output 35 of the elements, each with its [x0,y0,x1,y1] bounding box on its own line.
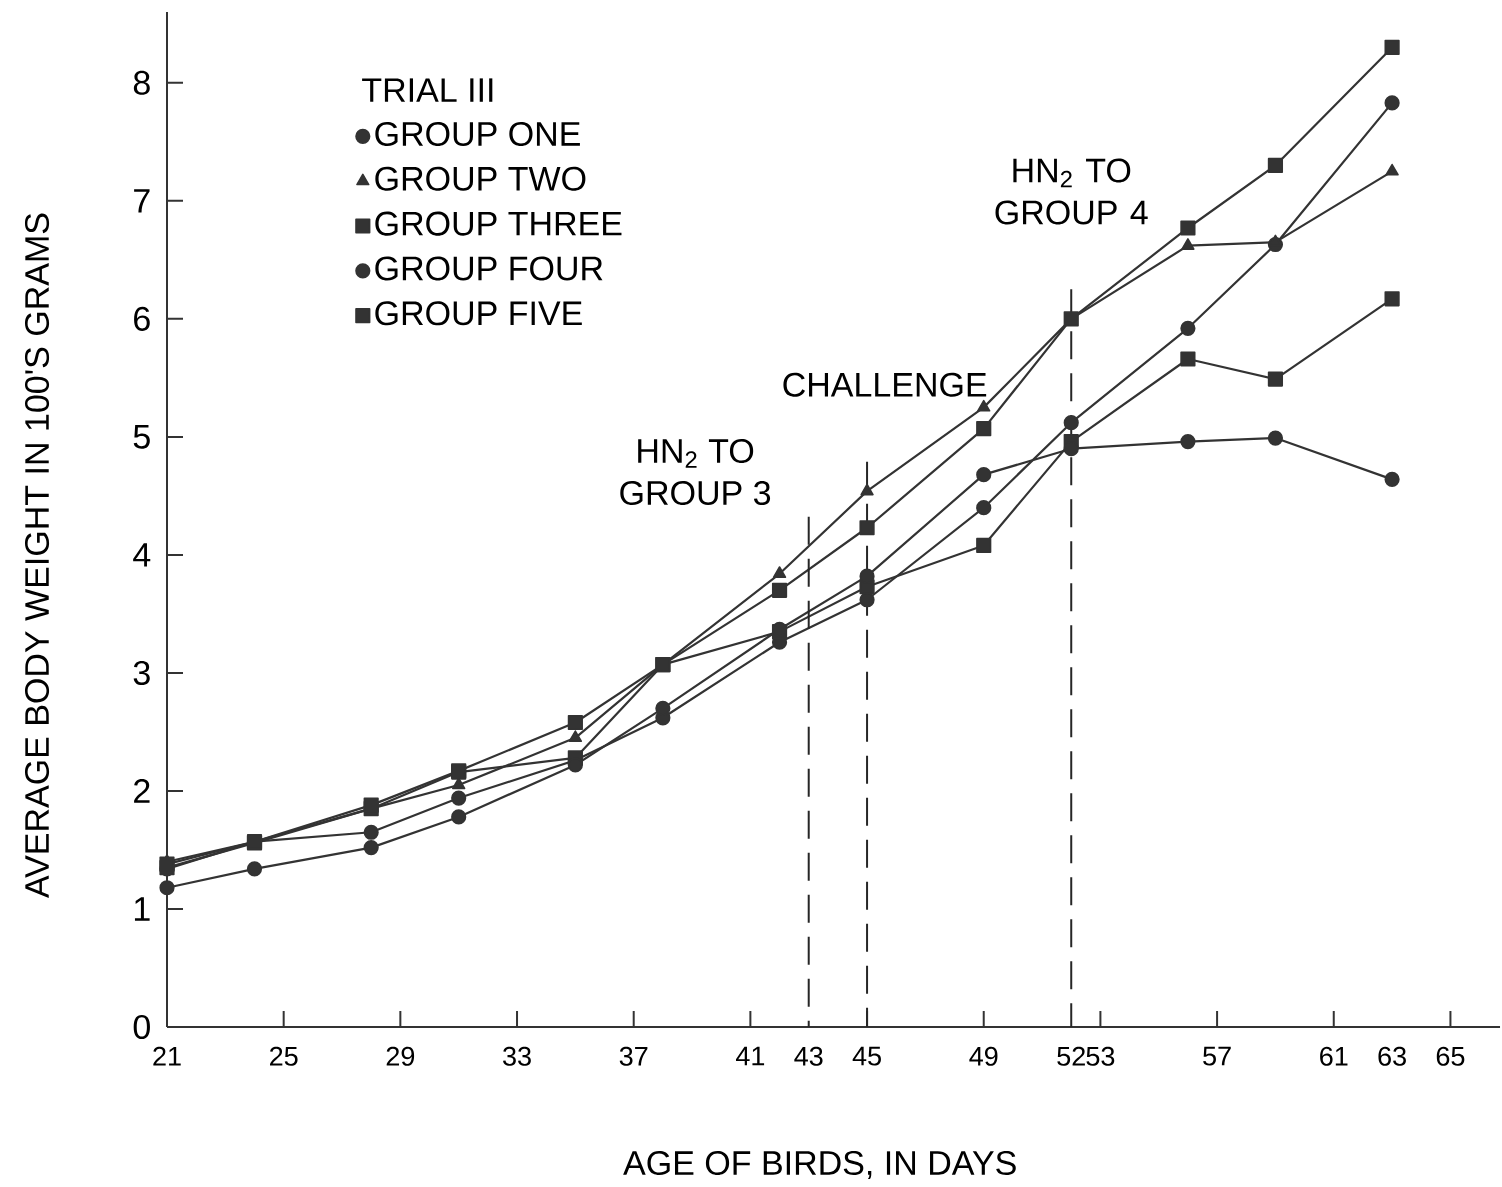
x-tick-label: 49 [969,1046,998,1066]
legend-label: GROUP FOUR [375,256,603,281]
x-tick-label: 37 [619,1046,648,1066]
legend-title: TRIAL III [362,78,493,102]
x-tick-label: 43 [794,1046,823,1066]
y-tick-label: 8 [133,70,150,95]
legend-label: GROUP ONE [375,121,580,146]
x-tick-label: 53 [1086,1046,1115,1066]
y-tick-label: 2 [134,779,150,803]
x-tick-label: 65 [1436,1046,1465,1066]
x-tick-label: 63 [1378,1046,1406,1066]
y-tick-label: 1 [134,897,150,921]
ref-line-label: CHALLENGE [783,372,987,397]
x-tick-label: 57 [1203,1046,1231,1066]
y-tick-label: 0 [133,1014,150,1040]
y-tick-label: 6 [134,306,150,331]
legend-label: GROUP THREE [375,211,622,236]
y-axis-title: AVERAGE BODY WEIGHT IN 100'S GRAMS [24,213,50,898]
y-tick-label: 4 [133,543,151,567]
x-tick-label: 61 [1320,1046,1348,1066]
x-tick-label: 25 [270,1046,298,1066]
ref-line-label: HN$_{2}$ TO GROUP 3 [620,438,771,506]
x-tick-label: 21 [153,1046,181,1066]
x-tick-label: 45 [852,1046,881,1066]
y-tick-label: 5 [133,425,150,449]
x-tick-label: 41 [735,1046,765,1066]
y-tick-label: 7 [134,189,150,213]
x-tick-label: 52 [1057,1046,1085,1066]
y-tick-label: 3 [133,660,150,685]
legend-label: GROUP FIVE [375,301,582,326]
x-tick-label: 33 [503,1046,531,1066]
legend-label: GROUP TWO [375,166,586,191]
ref-line-label: HN$_{2}$ TO GROUP 4 [995,158,1148,225]
x-axis-title: AGE OF BIRDS, IN DAYS [623,1150,1016,1180]
x-tick-label: 29 [386,1046,415,1066]
